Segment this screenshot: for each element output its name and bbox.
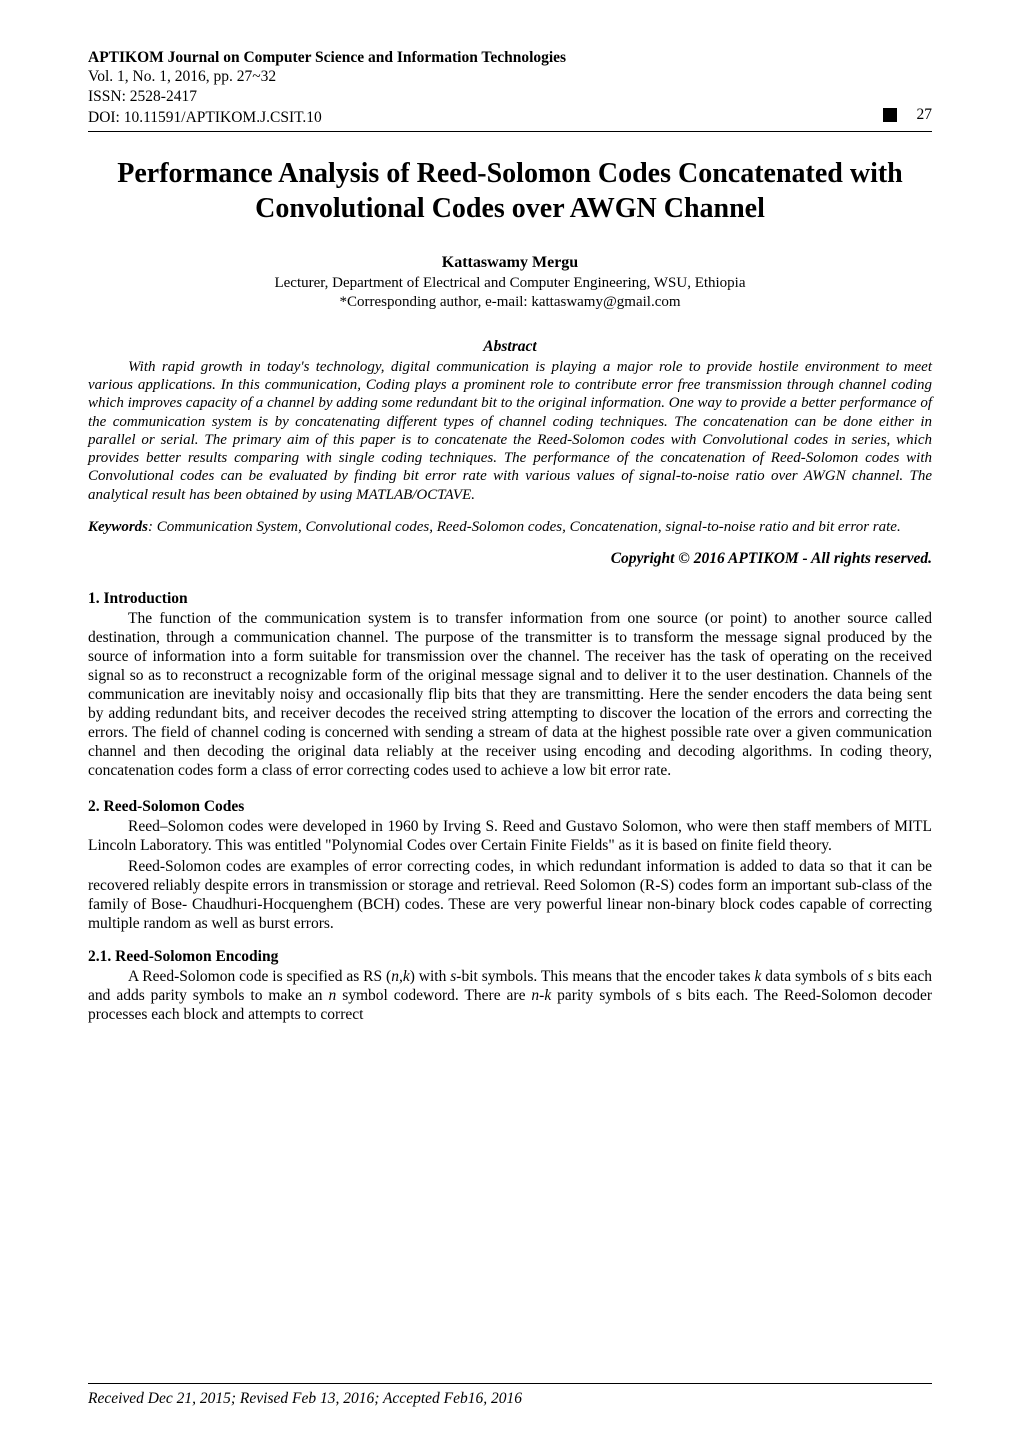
keywords-text: : Communication System, Convolutional co… — [148, 519, 901, 535]
copyright-line: Copyright © 2016 APTIKOM - All rights re… — [88, 550, 932, 568]
journal-vol-issue: Vol. 1, No. 1, 2016, pp. 27~32 — [88, 67, 932, 86]
header-rule — [88, 131, 932, 132]
footer-received-text: Received Dec 21, 2015; Revised Feb 13, 2… — [88, 1390, 932, 1408]
section-2-p1: Reed–Solomon codes were developed in 196… — [88, 818, 932, 856]
footer-rule — [88, 1383, 932, 1384]
square-icon — [883, 108, 897, 122]
author-name: Kattaswamy Mergu — [88, 254, 932, 272]
section-2-heading: 2. Reed-Solomon Codes — [88, 798, 932, 816]
page-footer: Received Dec 21, 2015; Revised Feb 13, 2… — [88, 1383, 932, 1408]
author-affiliation: Lecturer, Department of Electrical and C… — [88, 274, 932, 293]
keywords-label: Keywords — [88, 519, 148, 535]
section-1-body: The function of the communication system… — [88, 610, 932, 780]
page-number-box: 27 — [883, 106, 933, 124]
section-2-1-heading: 2.1. Reed-Solomon Encoding — [88, 948, 932, 966]
page-number: 27 — [917, 106, 933, 124]
journal-title: APTIKOM Journal on Computer Science and … — [88, 48, 932, 67]
section-1-heading: 1. Introduction — [88, 590, 932, 608]
section-2-1-p1: A Reed-Solomon code is specified as RS (… — [88, 968, 932, 1025]
journal-issn: ISSN: 2528-2417 — [88, 87, 932, 106]
abstract-body: With rapid growth in today's technology,… — [88, 358, 932, 504]
section-2-p2: Reed-Solomon codes are examples of error… — [88, 858, 932, 934]
keywords-line: Keywords: Communication System, Convolut… — [88, 518, 932, 536]
corresponding-author: *Corresponding author, e-mail: kattaswam… — [88, 293, 932, 312]
paper-title: Performance Analysis of Reed-Solomon Cod… — [88, 156, 932, 226]
journal-header: APTIKOM Journal on Computer Science and … — [88, 48, 932, 127]
journal-doi: DOI: 10.11591/APTIKOM.J.CSIT.10 — [88, 109, 322, 127]
abstract-heading: Abstract — [88, 338, 932, 356]
